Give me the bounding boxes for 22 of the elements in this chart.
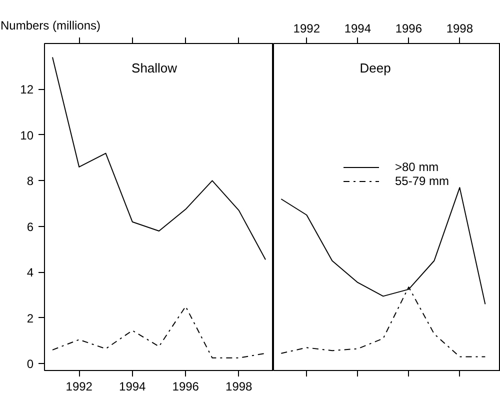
x-tick-label: 1998 (446, 22, 474, 36)
y-axis-title: Numbers (millions) (0, 18, 101, 32)
x-tick-label: 1996 (395, 22, 422, 36)
x-tick-label: 1994 (119, 380, 146, 394)
text: Deep (360, 60, 391, 76)
y-tick-label: 0 (26, 357, 34, 372)
y-tick-label: 4 (26, 266, 34, 280)
y-tick-label: 8 (26, 174, 34, 188)
text: Shallow (132, 60, 178, 76)
x-tick-label: 1992 (66, 380, 93, 394)
line-series (52, 306, 266, 358)
legend-label: 55-79 mm (395, 174, 450, 188)
y-tick-label: 10 (20, 128, 34, 142)
y-tick-label: 6 (26, 220, 34, 234)
y-tick-label: 2 (26, 311, 34, 326)
legend-label: >80 mm (395, 160, 439, 174)
x-tick-label: 1994 (344, 22, 372, 36)
x-tick-label: 1996 (172, 380, 200, 394)
x-tick-label: 1992 (293, 22, 320, 36)
line-series (52, 56, 266, 260)
x-tick-label: 1998 (226, 380, 253, 394)
y-tick-label: 12 (20, 82, 34, 97)
